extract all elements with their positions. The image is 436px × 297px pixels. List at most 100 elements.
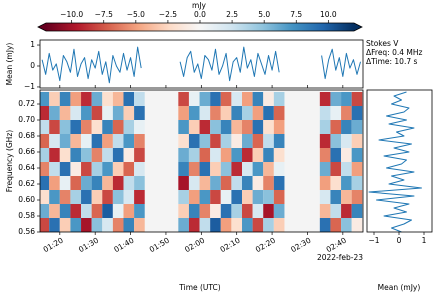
colorbar-tick-label: −5.0 [127, 10, 145, 19]
heatmap-cell [91, 92, 103, 106]
heatmap-cell [102, 106, 113, 120]
heatmap-cell [330, 120, 342, 134]
heatmap-cell [178, 204, 189, 218]
heatmap-cell [188, 176, 200, 190]
heatmap-cell [123, 162, 135, 176]
heatmap-cell [220, 120, 232, 134]
heatmap-cell [49, 162, 60, 176]
x-axis-label: Mean (mJy) [378, 283, 421, 292]
x-tick-label: 02:20 [254, 236, 277, 255]
heatmap-cell [330, 106, 342, 120]
heatmap-cell [199, 92, 211, 106]
heatmap-cell [341, 190, 352, 204]
heatmap-cell [242, 176, 253, 190]
heatmap-cell [252, 120, 264, 134]
heatmap-cell [91, 176, 103, 190]
x-tick-label: 02:30 [289, 236, 312, 255]
annotation: ΔTime: 10.7 s [366, 57, 417, 66]
heatmap-cell [70, 120, 82, 134]
heatmap-cell [178, 92, 189, 106]
heatmap-cell [91, 106, 103, 120]
heatmap-cell [273, 134, 285, 148]
x-tick-label: 02:40 [325, 236, 348, 255]
annotation: Stokes V [366, 39, 399, 48]
heatmap-cell [263, 106, 274, 120]
heatmap-cell [188, 218, 200, 232]
heatmap-cell [70, 218, 82, 232]
heatmap-cell [134, 106, 145, 120]
colorbar-tick-label: −2.5 [159, 10, 177, 19]
heatmap-cell [102, 92, 113, 106]
heatmap-cell [123, 190, 135, 204]
heatmap-cell [231, 218, 243, 232]
x-tick-label: 01:40 [112, 236, 135, 255]
heatmap-cell [263, 120, 274, 134]
heatmap-cell [242, 190, 253, 204]
heatmap-cell [40, 106, 50, 120]
heatmap-cell [188, 134, 200, 148]
heatmap-cell [273, 162, 285, 176]
heatmap-cell [123, 92, 135, 106]
y-axis-label: Frequency (GHz) [5, 130, 14, 192]
colorbar [46, 23, 354, 31]
heatmap-cell [102, 176, 113, 190]
x-tick-label: 0 [397, 236, 402, 245]
heatmap-cell [188, 204, 200, 218]
heatmap-cell [351, 176, 363, 190]
heatmap-cell [134, 176, 145, 190]
y-tick-label: 0.62 [18, 179, 35, 188]
heatmap-cell [91, 190, 103, 204]
heatmap-cell [49, 218, 60, 232]
heatmap-cell [123, 120, 135, 134]
heatmap-cell [351, 218, 363, 232]
heatmap-cell [351, 134, 363, 148]
heatmap-cell [351, 106, 363, 120]
y-tick-label: 0.70 [18, 115, 35, 124]
heatmap-cell [134, 148, 145, 162]
colorbar-tick-label: −10.0 [60, 10, 83, 19]
heatmap-cell [220, 148, 232, 162]
heatmap-cell [49, 190, 60, 204]
heatmap-cell [134, 204, 145, 218]
y-tick-label: −1 [24, 82, 35, 91]
heatmap-cell [123, 176, 135, 190]
heatmap-cell [330, 190, 342, 204]
heatmap-cell [102, 204, 113, 218]
heatmap-cell [134, 190, 145, 204]
y-tick-label: 0.56 [18, 227, 35, 236]
heatmap-cell [242, 162, 253, 176]
heatmap-cell [252, 148, 264, 162]
heatmap-cell [199, 162, 211, 176]
heatmap-cell [70, 148, 82, 162]
heatmap-cell [59, 148, 71, 162]
heatmap-cell [341, 106, 352, 120]
heatmap-cell [40, 204, 50, 218]
heatmap-cell [252, 190, 264, 204]
heatmap-cell [252, 218, 264, 232]
heatmap-cell [178, 218, 189, 232]
colorbar-tick-label: −7.5 [95, 10, 113, 19]
heatmap-cell [319, 162, 331, 176]
heatmap-cell [220, 106, 232, 120]
heatmap-cell [81, 134, 92, 148]
x-tick-label: 02:00 [183, 236, 206, 255]
x-tick-label: 1 [422, 236, 427, 245]
heatmap-cell [319, 148, 331, 162]
heatmap-cell [123, 204, 135, 218]
heatmap-cell [178, 134, 189, 148]
heatmap-cell [70, 92, 82, 106]
heatmap-cell [91, 134, 103, 148]
heatmap-cell [91, 162, 103, 176]
colorbar-tick-label: 10.0 [320, 10, 337, 19]
heatmap-cell [199, 148, 211, 162]
x-tick-label: 01:30 [77, 236, 100, 255]
heatmap-cell [351, 190, 363, 204]
heatmap-cell [341, 134, 352, 148]
heatmap-cell [210, 176, 221, 190]
heatmap-cell [210, 148, 221, 162]
heatmap-cell [70, 190, 82, 204]
colorbar-tick-label: 5.0 [258, 10, 270, 19]
x-tick-label: 02:10 [218, 236, 241, 255]
heatmap-cell [220, 134, 232, 148]
